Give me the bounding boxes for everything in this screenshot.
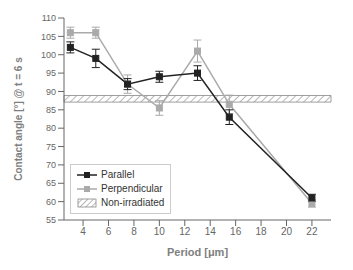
- svg-text:16: 16: [230, 226, 242, 237]
- html-text:Parallel: Parallel: [101, 169, 135, 180]
- svg-text:8: 8: [131, 226, 137, 237]
- svg-text:18: 18: [256, 226, 268, 237]
- html-text:Non-irradiated: Non-irradiated: [101, 197, 165, 208]
- svg-text:22: 22: [306, 226, 318, 237]
- svg-text:90: 90: [46, 87, 56, 97]
- svg-text:55: 55: [46, 215, 56, 225]
- svg-text:75: 75: [46, 142, 56, 152]
- svg-text:100: 100: [41, 50, 56, 60]
- svg-text:14: 14: [205, 226, 217, 237]
- svg-text:12: 12: [179, 226, 191, 237]
- svg-text:Period [μm]: Period [μm]: [167, 246, 228, 258]
- svg-text:105: 105: [41, 32, 56, 42]
- svg-text:110: 110: [42, 13, 56, 23]
- svg-text:65: 65: [46, 178, 56, 188]
- svg-text:95: 95: [46, 68, 56, 78]
- svg-text:85: 85: [46, 105, 56, 115]
- svg-text:4: 4: [80, 226, 86, 237]
- svg-text:70: 70: [46, 160, 56, 170]
- svg-text:20: 20: [281, 226, 293, 237]
- svg-text:80: 80: [46, 123, 56, 133]
- svg-text:6: 6: [106, 226, 112, 237]
- svg-text:60: 60: [46, 197, 56, 207]
- svg-text:Contact angle [°] @ t = 6 s: Contact angle [°] @ t = 6 s: [13, 57, 24, 181]
- html-text:Perpendicular: Perpendicular: [101, 183, 163, 194]
- svg-text:10: 10: [154, 226, 166, 237]
